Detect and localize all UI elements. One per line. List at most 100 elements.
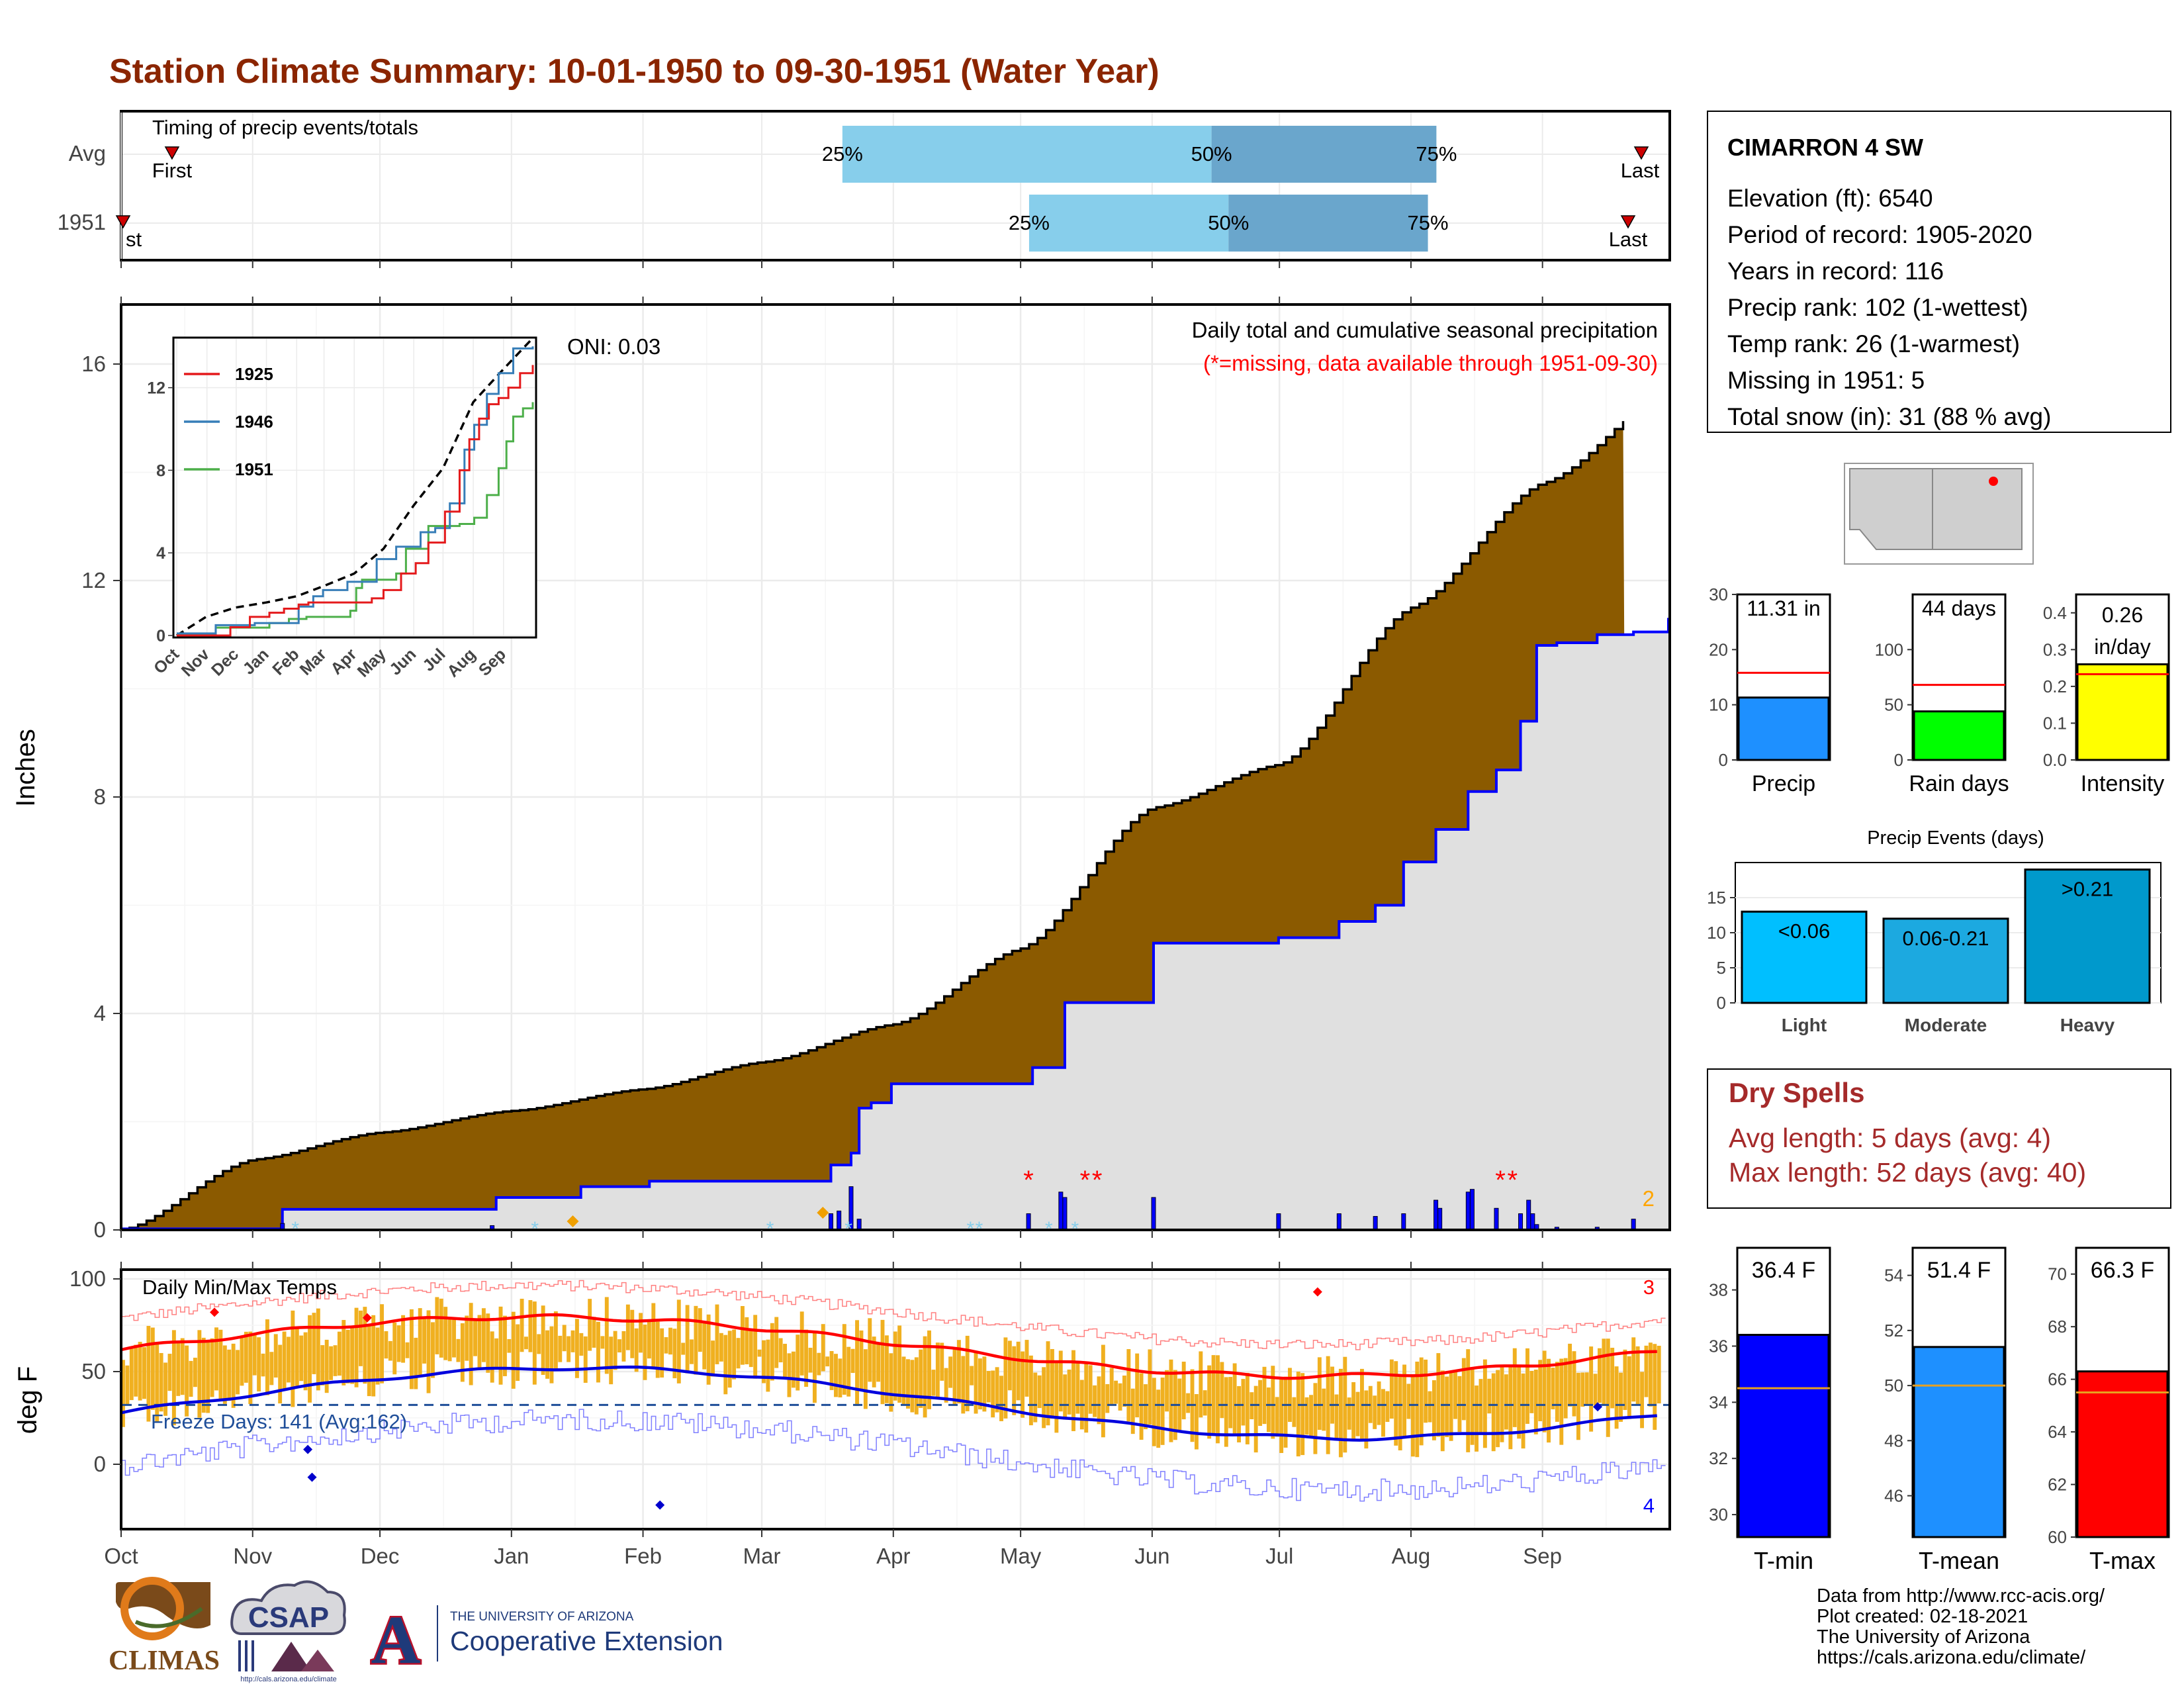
daily-temp-bar (1598, 1348, 1602, 1403)
daily-temp-bar (906, 1359, 910, 1409)
avg-last-label: Last (1621, 159, 1660, 182)
temp-bar-value-label: 66.3 F (2091, 1258, 2154, 1283)
mini-bar-tick-label: 0.3 (2043, 639, 2067, 659)
daily-temp-bar (1156, 1389, 1161, 1448)
inset-legend-label-1946: 1946 (235, 412, 273, 432)
daily-temp-bar (1330, 1366, 1335, 1424)
daily-temp-bar (914, 1357, 919, 1415)
daily-temp-bar (261, 1353, 265, 1377)
daily-temp-bar (999, 1376, 1003, 1421)
daily-temp-bar (1033, 1372, 1038, 1423)
temp-bar-tick-label: 46 (1884, 1486, 1903, 1506)
daily-precip-bar (1062, 1197, 1068, 1231)
daily-temp-bar (1521, 1373, 1525, 1449)
temp-y-tick-label: 50 (81, 1359, 106, 1383)
daily-temp-bar (507, 1338, 512, 1353)
daily-temp-bar (574, 1319, 579, 1378)
daily-temp-bar (1101, 1344, 1105, 1438)
precip-events-tick-label: 15 (1707, 888, 1726, 908)
dry-spells-avg-length: Avg length: 5 days (avg: 4) (1729, 1123, 2051, 1153)
daily-temp-bar (1186, 1393, 1191, 1413)
station-name: CIMARRON 4 SW (1727, 134, 1923, 161)
average-max-temp-line (120, 1313, 1657, 1380)
daily-temp-bar (558, 1335, 563, 1362)
daily-temp-bar (863, 1349, 868, 1409)
daily-temp-bar (1428, 1391, 1432, 1423)
y1951-75pct-label: 75% (1408, 211, 1449, 234)
daily-temp-bar (1580, 1372, 1585, 1407)
mini-bar-tick-label: 0.1 (2043, 713, 2067, 733)
mini-bar-intensity (2076, 663, 2169, 761)
daily-temp-bar (1449, 1372, 1453, 1441)
temp-corner-top: 3 (1643, 1276, 1655, 1299)
daily-temp-bar (418, 1308, 422, 1376)
daily-temp-bar (1453, 1371, 1457, 1419)
temp-bar-tick-label: 62 (2048, 1475, 2067, 1495)
daily-temp-bar (1292, 1397, 1297, 1427)
daily-precip-bar (1518, 1213, 1524, 1231)
daily-precip-bar (1026, 1213, 1031, 1231)
daily-temp-bar (1504, 1374, 1508, 1430)
mini-bar-value-label: 0.26 (2102, 603, 2143, 627)
daily-temp-bar (829, 1350, 834, 1390)
daily-temp-bar (970, 1366, 974, 1385)
y1951-last-marker (1620, 215, 1636, 229)
daily-temp-bar (1245, 1372, 1250, 1444)
daily-temp-bar (1364, 1390, 1369, 1449)
precip-events-title: Precip Events (days) (1867, 827, 2044, 849)
daily-temp-bar (1003, 1337, 1008, 1419)
daily-temp-bar (1415, 1361, 1420, 1458)
daily-temp-bar (812, 1331, 817, 1403)
temperature-bar-charts: 36.4 F 30 32 34 36 38 T-min 51.4 F 46 48 50 52 54 T-m… (1709, 1246, 2170, 1574)
climas-logo: CLIMAS (109, 1577, 220, 1676)
month-label-may: May (1000, 1544, 1042, 1568)
daily-temp-bar (655, 1321, 660, 1378)
daily-temp-bar (1381, 1389, 1385, 1437)
daily-temp-bar (948, 1356, 953, 1388)
missing-data-marker: * (1023, 1166, 1034, 1195)
average-min-temp-line (120, 1365, 1657, 1442)
daily-temp-bar (757, 1349, 762, 1357)
y1951-50-75-bar (1228, 195, 1428, 252)
daily-temp-bar (265, 1319, 269, 1395)
daily-temp-bar (1309, 1395, 1313, 1437)
mini-bar-tick-label: 50 (1884, 695, 1903, 715)
daily-temp-bar (1334, 1394, 1339, 1440)
daily-temp-bar (732, 1329, 737, 1380)
daily-temp-bar (927, 1330, 931, 1409)
snow-event-marker (567, 1215, 579, 1227)
mini-bar-axis-label: Intensity (2081, 771, 2165, 796)
daily-precip-bar (1465, 1192, 1471, 1231)
daily-temp-bar (583, 1336, 588, 1383)
daily-temp-bar (1555, 1362, 1559, 1422)
mini-bar-tick-label: 30 (1709, 585, 1728, 604)
missing-data-marker: * (1092, 1166, 1103, 1195)
missing-data-marker: * (1495, 1166, 1506, 1195)
daily-temp-bar (282, 1331, 287, 1391)
daily-temp-bar (1432, 1380, 1436, 1440)
daily-temp-bar (1012, 1346, 1017, 1415)
daily-temp-bar (1572, 1351, 1576, 1417)
daily-temp-bar (855, 1320, 859, 1407)
daily-temp-bar (511, 1311, 516, 1389)
avg-25pct-label: 25% (822, 142, 863, 165)
temp-corner-bottom: 4 (1643, 1494, 1655, 1517)
precip-y-axis-label: Inches (11, 729, 40, 807)
daily-temp-bar (312, 1313, 316, 1374)
daily-temp-bar (621, 1331, 626, 1362)
daily-temp-bar (1144, 1384, 1148, 1430)
daily-temp-bar (248, 1331, 253, 1405)
month-label-nov: Nov (233, 1544, 272, 1568)
daily-temp-bar (1559, 1358, 1564, 1445)
precip-events-bar-label: 0.06-0.21 (1903, 927, 1989, 950)
temp-bar-tick-label: 68 (2048, 1317, 2067, 1336)
daily-temp-bar (121, 1360, 125, 1427)
daily-temp-bar (825, 1356, 830, 1367)
daily-temp-bar (625, 1304, 630, 1350)
station-info-line: Total snow (in): 31 (88 % avg) (1727, 403, 2051, 430)
daily-temp-bar (562, 1325, 567, 1352)
mini-bar-tick-label: 0.4 (2043, 603, 2067, 623)
daily-temp-bar (821, 1324, 825, 1372)
daily-temp-bar (1394, 1361, 1398, 1446)
daily-temp-bar (443, 1307, 448, 1360)
